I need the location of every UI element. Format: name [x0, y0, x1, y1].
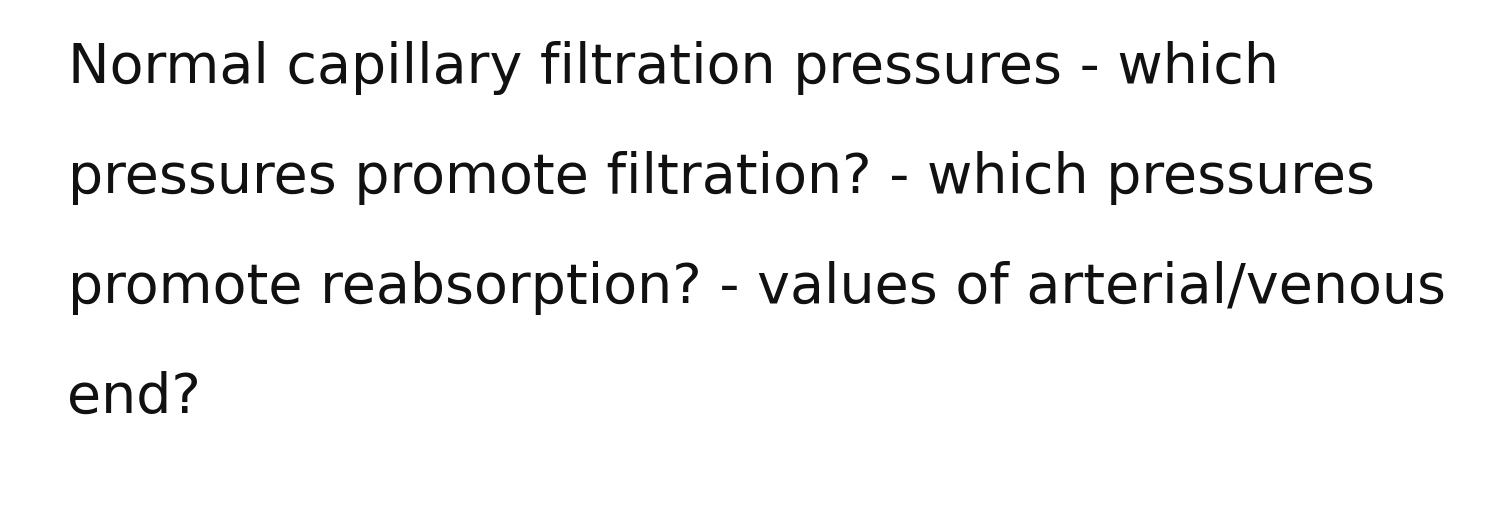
- Text: promote reabsorption? - values of arterial/venous: promote reabsorption? - values of arteri…: [68, 261, 1446, 315]
- Text: end?: end?: [68, 371, 201, 425]
- Text: pressures promote filtration? - which pressures: pressures promote filtration? - which pr…: [68, 151, 1374, 205]
- Text: Normal capillary filtration pressures - which: Normal capillary filtration pressures - …: [68, 41, 1278, 95]
